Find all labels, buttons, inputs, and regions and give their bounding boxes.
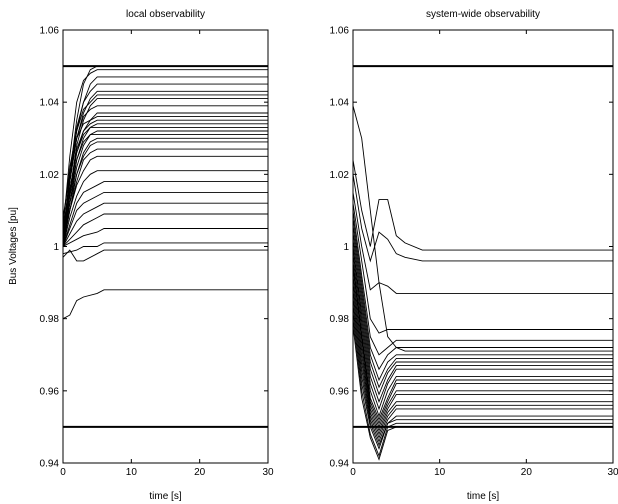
bus-voltage-line-local [62,134,268,233]
bus-voltage-line-system-wide [352,260,613,421]
bus-voltage-line-system-wide [352,296,613,443]
bus-voltage-line-system-wide [352,210,613,356]
axis-ticks-local: 0 10 20 30 0.94 0.96 0.98 1 1.02 1.04 1.06 [40,26,274,479]
bus-voltage-line-local [62,202,268,247]
y-tick-label-local: 0.96 [40,386,60,397]
series-group-local [62,65,268,320]
bus-voltage-line-system-wide [352,224,613,382]
bus-voltage-line-system-wide [352,232,613,389]
bus-voltage-line-system-wide [352,203,613,334]
bus-voltage-line-system-wide [352,289,613,439]
bus-voltage-line-system-wide [352,174,613,263]
bus-voltage-line-local [62,155,268,240]
bus-voltage-line-local [62,289,268,320]
x-tick-label-system-wide: 30 [607,467,618,478]
panel-system-wide: system-wide observability time [s] 0 10 20… [330,9,618,502]
x-tick-label-system-wide: 0 [350,467,356,478]
bus-voltage-line-system-wide [352,105,613,352]
bus-voltage-line-system-wide [352,325,613,461]
y-tick-label-system-wide: 1.04 [330,98,350,109]
series-group-system-wide [352,105,613,461]
y-tick-label-local: 0.94 [40,459,60,470]
bus-voltage-line-local [62,116,268,218]
bus-voltage-line-system-wide [352,246,613,411]
y-tick-label-local: 0.98 [40,314,60,325]
bus-voltage-line-system-wide [352,304,613,447]
chart-title-local: local observability [126,9,205,20]
bus-voltage-line-system-wide [352,318,613,458]
bus-voltage-line-local [62,130,268,247]
y-tick-label-local: 1.04 [40,98,60,109]
bus-voltage-line-local [62,69,268,229]
bus-voltage-line-local [62,94,268,225]
bus-voltage-line-system-wide [352,268,613,429]
bus-voltage-line-local [62,141,268,236]
bus-voltage-line-system-wide [352,192,613,294]
axis-ticks-system-wide: 0 10 20 30 0.94 0.96 0.98 1 1.02 1.04 1.06 [330,26,618,479]
bus-voltage-line-local [62,83,268,236]
bus-voltage-line-system-wide [352,217,613,371]
bus-voltage-line-system-wide [352,253,613,418]
x-tick-label-system-wide: 20 [521,467,533,478]
x-tick-label-local: 20 [194,467,206,478]
bus-voltage-line-local [62,249,268,262]
bus-voltage-line-system-wide [352,239,613,396]
bus-voltage-line-local [62,137,268,247]
y-tick-label-local: 1.06 [40,26,60,37]
bus-voltage-line-local [62,242,268,255]
bus-voltage-line-local [62,213,268,247]
bus-voltage-line-system-wide [352,246,613,403]
bus-voltage-line-system-wide [352,264,613,425]
y-tick-label-system-wide: 0.94 [330,459,350,470]
x-tick-label-local: 0 [60,467,66,478]
bus-voltage-line-system-wide [352,275,613,432]
y-tick-label-system-wide: 0.96 [330,386,350,397]
y-tick-label-system-wide: 1.02 [330,170,350,181]
y-axis-label: Bus Voltages [pu] [8,207,19,285]
x-tick-label-local: 30 [262,467,274,478]
y-tick-label-system-wide: 1 [343,242,349,253]
bus-voltage-line-local [62,126,268,229]
x-tick-label-local: 10 [126,467,138,478]
bus-voltage-line-local [62,181,268,247]
y-tick-label-local: 1 [53,242,59,253]
x-tick-label-system-wide: 10 [434,467,446,478]
bus-voltage-line-local [62,228,268,247]
x-axis-label-local: time [s] [149,491,181,502]
y-tick-label-system-wide: 0.98 [330,314,350,325]
y-tick-label-local: 1.02 [40,170,60,181]
bus-voltage-line-local [62,105,268,233]
bus-voltage-line-local [62,90,268,240]
bus-voltage-line-system-wide [352,311,613,450]
y-tick-label-system-wide: 1.06 [330,26,350,37]
panel-local: local observability time [s] Bus Voltage… [8,9,274,502]
bus-voltage-line-local [62,191,268,247]
bus-voltage-line-system-wide [352,282,613,436]
bus-voltage-line-local [62,170,268,247]
x-axis-label-system-wide: time [s] [467,491,499,502]
chart-title-system-wide: system-wide observability [426,9,540,20]
bus-voltage-line-system-wide [352,159,613,251]
